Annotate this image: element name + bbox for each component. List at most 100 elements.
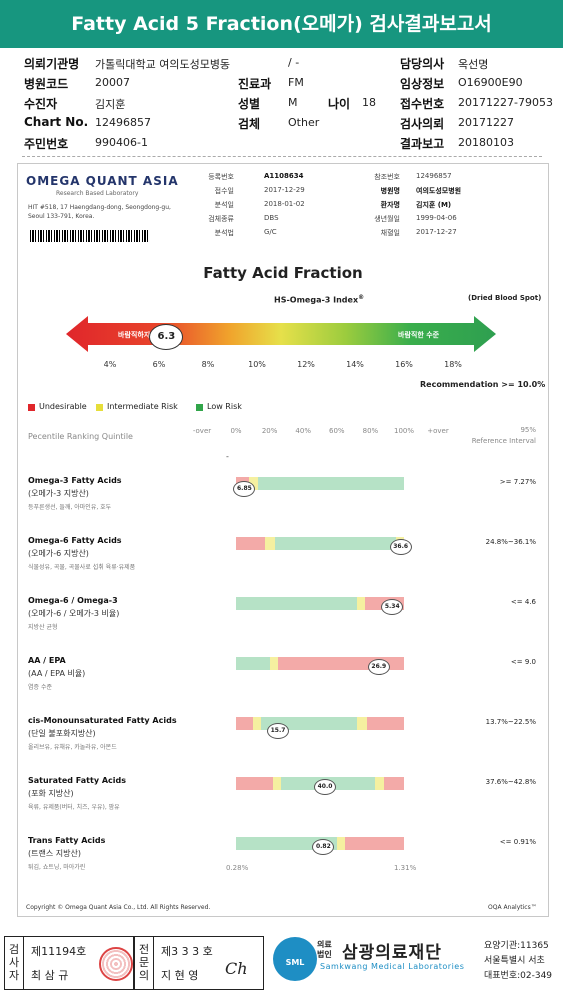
copyright: Copyright © Omega Quant Asia Co., Ltd. A…	[26, 904, 211, 911]
row-reference: >= 7.27%	[499, 478, 536, 486]
bar-segment	[336, 837, 346, 850]
org-code: 요양기관:11365	[484, 941, 549, 951]
percentile-bar: 36.6	[236, 537, 412, 555]
trans-high: 1.31%	[394, 864, 417, 872]
label-request-date: 검사의뢰	[400, 117, 445, 131]
label-specimen: 검체	[238, 117, 261, 131]
lab-info-label: 생년월일	[374, 215, 400, 223]
bar-segment	[367, 717, 404, 730]
registered-mark: ®	[358, 294, 365, 301]
row-description: 육류, 유제품(버터, 치즈, 우유), 팜유	[28, 804, 120, 811]
specialist-box: 전 문 의 제3 3 3 호 지 현 영 Ch	[134, 936, 264, 990]
label-chart-no: Chart No.	[24, 115, 89, 129]
lab-info-label: 접수일	[214, 187, 234, 195]
dash-mark: -	[226, 452, 229, 461]
omega-quant-logo: OMEGA QUANT ASIA	[26, 174, 179, 188]
examiner-vert-1: 검	[8, 943, 20, 956]
examiner-name: 최 삼 규	[31, 969, 69, 982]
value-report-date: 20180103	[458, 136, 514, 149]
bar-segment	[236, 837, 337, 850]
bar-segment	[375, 777, 384, 790]
legend-label: Intermediate Risk	[107, 402, 178, 411]
omega-report-panel: OMEGA QUANT ASIA Research Based Laborato…	[17, 163, 549, 917]
index-tick: 6%	[152, 360, 166, 369]
percentile-bar: 40.0	[236, 777, 404, 795]
specialist-vert-3: 의	[138, 969, 150, 982]
bar-segment	[269, 657, 278, 670]
value-institution: 가톨릭대학교 여의도성모병동	[95, 58, 231, 71]
label-age: 나이	[328, 97, 351, 111]
row-subtitle: (오메가-6 / 오메가-3 비율)	[28, 609, 120, 618]
value-patient: 김지훈	[95, 98, 126, 111]
trans-low: 0.28%	[226, 864, 249, 872]
value-marker: 0.82	[312, 839, 335, 855]
scale-tick: 0%	[230, 427, 242, 435]
label-sex: 성별	[238, 97, 261, 111]
lab-info-label: 분석법	[214, 229, 234, 237]
index-label: HS-Omega-3 Index®	[274, 294, 364, 305]
value-doctor: 옥선명	[458, 58, 489, 71]
row-reference: <= 9.0	[510, 658, 536, 666]
row-description: 지방산 균형	[28, 624, 58, 631]
value-specimen: Other	[288, 116, 320, 129]
row-name: Omega-6 Fatty Acids	[28, 536, 122, 545]
value-age: 18	[362, 96, 376, 109]
dashed-divider	[22, 156, 542, 157]
label-department: 진료과	[238, 77, 272, 91]
address-line2: Seoul 133-791, Korea.	[28, 213, 95, 220]
arrow-right-label: 바람직한 수준	[398, 331, 440, 339]
report-title: Fatty Acid 5 Fraction(오메가) 검사결과보고서	[0, 0, 563, 48]
lab-info-label: 검체종류	[208, 215, 234, 223]
value-request-date: 20171227	[458, 116, 514, 129]
label-receipt-no: 접수번호	[400, 97, 445, 111]
row-subtitle: (AA / EPA 비율)	[28, 669, 86, 678]
index-tick: 8%	[201, 360, 215, 369]
label-report-date: 결과보고	[400, 137, 445, 151]
quintile-label: Pecentile Ranking Quintile	[28, 432, 133, 441]
legend-label: Low Risk	[207, 402, 242, 411]
ref-header-2: Reference Interval	[471, 437, 536, 445]
bar-segment	[252, 717, 262, 730]
label-doctor: 담당의사	[400, 57, 445, 71]
row-name: Omega-3 Fatty Acids	[28, 476, 122, 485]
value-marker: 26.9	[367, 659, 390, 675]
bar-segment	[236, 717, 253, 730]
recommendation: Recommendation >= 10.0%	[420, 380, 546, 389]
index-tick: 16%	[395, 360, 413, 369]
scale-tick: -over	[192, 427, 212, 435]
row-subtitle: (단일 불포화지방산)	[28, 729, 96, 738]
org-type: 의료 법인	[317, 940, 332, 959]
examiner-vert-2: 사	[8, 956, 20, 969]
legend-swatch	[28, 404, 35, 411]
value-marker: 40.0	[314, 779, 337, 795]
row-name: Saturated Fatty Acids	[28, 776, 126, 785]
value-resident-no: 990406-1	[95, 136, 148, 149]
row-subtitle: (트랜스 지방산)	[28, 849, 81, 858]
row-reference: 37.6%~42.8%	[485, 778, 536, 786]
bar-segment	[356, 717, 368, 730]
value-receipt-no: 20171227-79053	[458, 96, 553, 109]
lab-info-value: DBS	[264, 214, 279, 222]
bar-segment	[272, 777, 282, 790]
patient-header: 의뢰기관명 가톨릭대학교 여의도성모병동 / - 담당의사 옥선명 병원코드 2…	[0, 50, 563, 154]
row-description: 염증 수준	[28, 684, 52, 691]
index-tick: 18%	[444, 360, 462, 369]
value-dash: / -	[288, 56, 300, 69]
row-reference: <= 4.6	[510, 598, 536, 606]
signature-footer: 검 사 자 제11194호 최 삼 규 전 문 의 제3 3 3 호 지 현 영…	[0, 934, 563, 1000]
percentile-bar: 26.9	[236, 657, 404, 675]
label-institution: 의뢰기관명	[24, 57, 80, 71]
specialist-vert-1: 전	[138, 943, 150, 956]
row-subtitle: (오메가-3 지방산)	[28, 489, 89, 498]
scale-tick: 40%	[295, 427, 311, 435]
scale-tick: +over	[427, 427, 449, 435]
row-reference: 13.7%~22.5%	[485, 718, 536, 726]
percentile-bar: 6.85	[233, 477, 404, 497]
value-hospital-code: 20007	[95, 76, 130, 89]
lab-info-value: 2018-01-02	[264, 200, 305, 208]
bar-segment	[274, 537, 396, 550]
specialist-license: 제3 3 3 호	[161, 945, 213, 958]
value-sex: M	[288, 96, 298, 109]
legend-label: Undesirable	[39, 402, 87, 411]
lab-info-label: 참조번호	[374, 173, 400, 181]
